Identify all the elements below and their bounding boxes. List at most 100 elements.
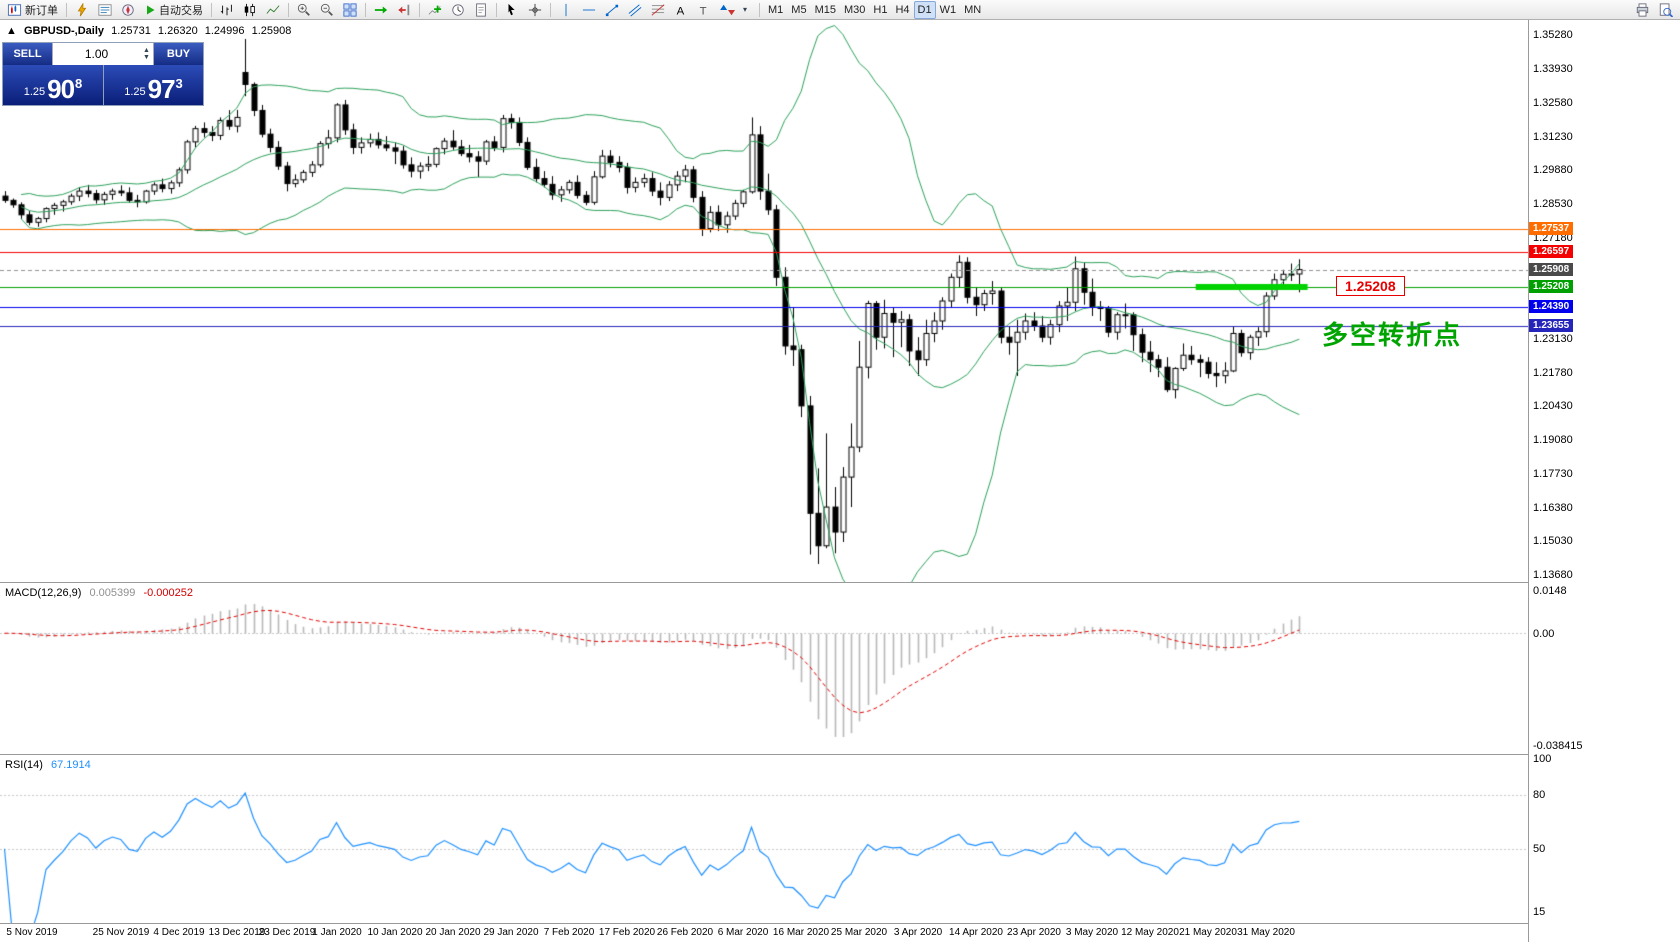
vertical-line-icon bbox=[565, 3, 567, 16]
price-tick: 15 bbox=[1533, 906, 1546, 918]
timeframe-button-M30[interactable]: M30 bbox=[840, 1, 869, 19]
timeframe-button-M5[interactable]: M5 bbox=[787, 1, 810, 19]
chart-shift-button[interactable] bbox=[393, 1, 415, 19]
periods-button[interactable] bbox=[447, 1, 469, 19]
fibonacci-button[interactable] bbox=[647, 1, 669, 19]
cursor-button[interactable] bbox=[501, 1, 523, 19]
play-icon bbox=[147, 5, 155, 14]
time-axis-label: 29 Jan 2020 bbox=[483, 927, 539, 938]
macd-panel-canvas[interactable] bbox=[0, 583, 1528, 754]
timeframe-button-MN[interactable]: MN bbox=[960, 1, 985, 19]
rsi-panel-canvas[interactable] bbox=[0, 755, 1528, 923]
toolbar-separator bbox=[288, 2, 289, 17]
text-button[interactable]: A bbox=[670, 1, 692, 19]
price-tick: 0.00 bbox=[1533, 627, 1555, 640]
text-icon: A bbox=[677, 5, 685, 17]
macd-main-value: 0.005399 bbox=[89, 587, 136, 599]
time-axis-label: 17 Feb 2020 bbox=[598, 927, 656, 938]
print-preview-button[interactable] bbox=[1654, 1, 1677, 19]
panel-separator[interactable] bbox=[0, 754, 1680, 755]
price-axis[interactable]: 1.35280 1.33930 1.32580 1.31230 1.29880 1.285… bbox=[1529, 20, 1680, 942]
ohlc-low: 1.24996 bbox=[204, 25, 245, 37]
time-axis-label: 3 May 2020 bbox=[1065, 927, 1119, 938]
time-axis-label: 6 Mar 2020 bbox=[717, 927, 769, 938]
price-tick: 1.17730 bbox=[1533, 468, 1573, 480]
time-axis[interactable]: 5 Nov 2019 25 Nov 2019 4 Dec 2019 13 Dec 20… bbox=[0, 924, 1528, 942]
price-level-callout[interactable]: 1.25208 bbox=[1336, 276, 1405, 296]
timeframe-button-M15[interactable]: M15 bbox=[811, 1, 840, 19]
printer-icon bbox=[1636, 2, 1649, 17]
one-click-collapse-icon[interactable]: ▲ bbox=[6, 25, 17, 37]
time-axis-label: 23 Apr 2020 bbox=[1007, 927, 1061, 938]
turning-point-note[interactable]: 多空转折点 bbox=[1322, 320, 1463, 350]
arrows-button[interactable]: ▾ bbox=[716, 1, 755, 19]
bar-chart-button[interactable] bbox=[216, 1, 238, 19]
zoom-out-button[interactable] bbox=[316, 1, 338, 19]
sell-button[interactable]: SELL bbox=[3, 43, 52, 65]
price-tick: 1.15030 bbox=[1533, 535, 1573, 547]
volume-input[interactable] bbox=[53, 47, 140, 61]
market-watch-button[interactable] bbox=[94, 1, 116, 19]
sell-price-prefix: 1.25 bbox=[23, 86, 46, 98]
time-axis-label: 1 Jan 2020 bbox=[312, 927, 362, 938]
rsi-value: 67.1914 bbox=[50, 759, 91, 771]
time-axis-label: 7 Feb 2020 bbox=[543, 927, 595, 938]
candlestick-chart-button[interactable] bbox=[239, 1, 261, 19]
timeframe-button-H1[interactable]: H1 bbox=[869, 1, 891, 19]
vertical-line-button[interactable] bbox=[555, 1, 577, 19]
price-level-tag: 1.26597 bbox=[1529, 245, 1574, 258]
chart-window: 1.35280 1.33930 1.32580 1.31230 1.29880 1.285… bbox=[0, 20, 1680, 942]
time-axis-label: 23 Dec 2019 bbox=[258, 927, 316, 938]
ohlc-close: 1.25908 bbox=[251, 25, 292, 37]
toolbar-separator bbox=[365, 2, 366, 17]
buy-button[interactable]: BUY bbox=[154, 43, 203, 65]
price-tick: 50 bbox=[1533, 843, 1546, 855]
text-label-button[interactable]: T bbox=[693, 1, 715, 19]
templates-button[interactable] bbox=[470, 1, 492, 19]
buy-price-display[interactable]: 1.25 97 3 bbox=[103, 65, 203, 105]
dropdown-caret-icon: ▾ bbox=[742, 5, 747, 14]
price-axis-border bbox=[1528, 20, 1529, 942]
volume-field: ▲▼ bbox=[52, 43, 154, 65]
stepper-down-icon[interactable]: ▼ bbox=[143, 54, 150, 61]
price-tick: 1.35280 bbox=[1533, 29, 1573, 41]
time-axis-label: 12 May 2020 bbox=[1121, 927, 1179, 938]
main-chart-canvas[interactable] bbox=[0, 20, 1528, 582]
auto-scroll-button[interactable] bbox=[370, 1, 392, 19]
sell-price-display[interactable]: 1.25 90 8 bbox=[3, 65, 103, 105]
metaeditor-button[interactable] bbox=[71, 1, 93, 19]
price-tick: 1.32580 bbox=[1533, 97, 1573, 109]
time-axis-label: 4 Dec 2019 bbox=[153, 927, 205, 938]
arrows-icon bbox=[720, 4, 735, 15]
line-chart-button[interactable] bbox=[262, 1, 284, 19]
timeframe-button-M1[interactable]: M1 bbox=[764, 1, 787, 19]
line-chart-icon bbox=[266, 4, 280, 14]
stepper-up-icon[interactable]: ▲ bbox=[143, 47, 150, 54]
channel-button[interactable] bbox=[624, 1, 646, 19]
zoom-in-button[interactable] bbox=[293, 1, 315, 19]
crosshair-button[interactable] bbox=[524, 1, 546, 19]
auto-trading-button[interactable]: 自动交易 bbox=[140, 1, 207, 19]
horizontal-line-button[interactable] bbox=[578, 1, 600, 19]
print-button[interactable] bbox=[1631, 1, 1654, 19]
macd-name: MACD(12,26,9) bbox=[5, 587, 82, 599]
price-tick: 1.28530 bbox=[1533, 198, 1573, 210]
tile-windows-button[interactable] bbox=[339, 1, 361, 19]
macd-label: MACD(12,26,9) 0.005399 -0.000252 bbox=[5, 587, 198, 599]
navigator-button[interactable] bbox=[117, 1, 139, 19]
new-order-button[interactable]: 新订单 bbox=[3, 1, 62, 19]
panel-separator[interactable] bbox=[0, 582, 1680, 583]
timeframe-button-H4[interactable]: H4 bbox=[891, 1, 913, 19]
price-tick: 1.13680 bbox=[1533, 569, 1573, 581]
fibonacci-icon bbox=[651, 3, 665, 16]
price-tick: 80 bbox=[1533, 789, 1546, 801]
indicators-button[interactable] bbox=[424, 1, 446, 19]
timeframe-button-D1[interactable]: D1 bbox=[913, 0, 936, 19]
trendline-button[interactable] bbox=[601, 1, 623, 19]
lightning-icon bbox=[77, 2, 87, 16]
time-axis-label: 5 Nov 2019 bbox=[6, 927, 58, 938]
timeframe-button-W1[interactable]: W1 bbox=[936, 1, 961, 19]
timeframe-group: M1 M5 M15 M30 H1 H4 D1 W1 MN bbox=[764, 0, 985, 19]
volume-stepper[interactable]: ▲ ▼ bbox=[140, 47, 153, 61]
tile-windows-icon bbox=[343, 2, 357, 17]
